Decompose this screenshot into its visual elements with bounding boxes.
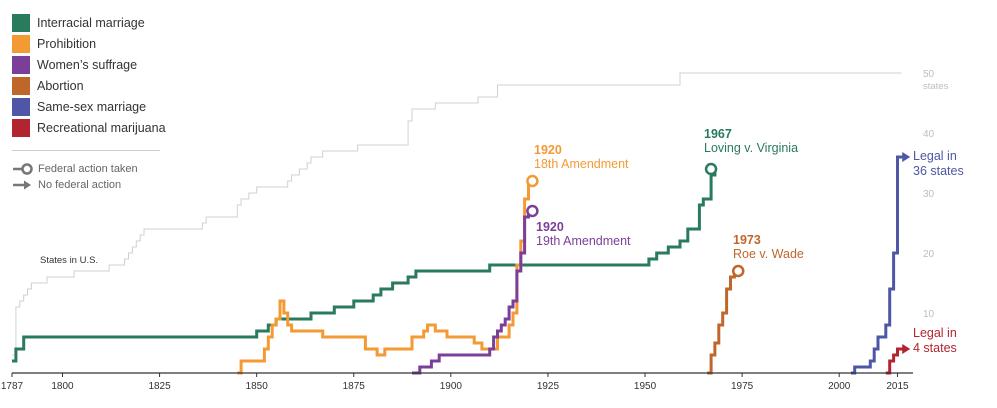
no-federal-action-label: No federal action	[38, 179, 122, 191]
annotation-label: 19th Amendment	[536, 234, 631, 248]
legend-swatch	[12, 55, 30, 74]
x-tick-label: 1787	[1, 381, 24, 392]
x-tick-label: 1925	[537, 381, 560, 392]
annotation-label: 18th Amendment	[534, 157, 629, 171]
federal-action-label: Federal action taken	[38, 163, 138, 175]
legend: Interracial marriage Prohibition Women’s…	[12, 12, 166, 193]
legend-divider	[12, 150, 160, 151]
x-tick-label: 1850	[246, 381, 269, 392]
legend-item-same-sex-marriage: Same-sex marriage	[12, 96, 166, 117]
end-label-line2: 36 states	[913, 164, 964, 178]
legend-item-interracial-marriage: Interracial marriage	[12, 12, 166, 33]
no-federal-action-arrow	[902, 344, 911, 354]
annotation-label: Roe v. Wade	[733, 247, 804, 261]
legend-label: Same-sex marriage	[37, 99, 147, 114]
states-in-us-label: States in U.S.	[40, 255, 98, 266]
federal-action-marker	[526, 174, 539, 188]
end-label-line2: 4 states	[913, 341, 957, 355]
federal-action-marker	[731, 264, 745, 278]
federal-action-marker	[526, 204, 539, 218]
x-tick-label: 1800	[51, 381, 74, 392]
legend-swatch	[12, 118, 30, 137]
y-tick-label: 20	[923, 249, 935, 260]
legend-item-abortion: Abortion	[12, 75, 166, 96]
states-in-us-line	[12, 72, 902, 356]
x-tick-label: 1825	[148, 381, 171, 392]
x-tick-label: 1875	[343, 381, 366, 392]
x-tick-label: 1950	[634, 381, 657, 392]
legend-federal-action: Federal action taken	[12, 161, 166, 177]
legend-swatch	[12, 34, 30, 53]
annotation-year: 1920	[534, 143, 562, 157]
legend-swatch	[12, 13, 30, 32]
y-unit-label: states	[923, 81, 949, 92]
circle-marker-icon	[13, 163, 33, 175]
legend-label: Women’s suffrage	[37, 57, 138, 72]
y-tick-label: 40	[923, 129, 935, 140]
legend-label: Recreational marijuana	[37, 120, 166, 135]
legend-label: Prohibition	[37, 36, 97, 51]
y-tick-label: 50	[923, 69, 935, 80]
legend-item-womens-suffrage: Women’s suffrage	[12, 54, 166, 75]
x-tick-label: 1975	[731, 381, 754, 392]
y-tick-label: 30	[923, 189, 935, 200]
x-tick-label: 1900	[440, 381, 463, 392]
end-label-line1: Legal in	[913, 149, 957, 163]
annotation-year: 1920	[536, 220, 564, 234]
legend-swatch	[12, 97, 30, 116]
series-line-prohibition	[237, 179, 533, 375]
annotation-label: Loving v. Virginia	[704, 141, 798, 155]
annotation-year: 1967	[704, 127, 732, 141]
series-line-same-sex-marriage	[850, 155, 906, 375]
legend-item-recreational-marijuana: Recreational marijuana	[12, 117, 166, 138]
legend-swatch	[12, 76, 30, 95]
legend-label: Interracial marriage	[37, 15, 145, 30]
series-line-women-s-suffrage	[412, 209, 533, 375]
series-line-abortion	[707, 269, 739, 375]
series-line-recreational-marijuana	[885, 347, 906, 375]
legend-label: Abortion	[37, 78, 84, 93]
end-label-line1: Legal in	[913, 326, 957, 340]
federal-action-marker	[704, 162, 718, 176]
arrow-marker-icon	[13, 180, 31, 190]
y-tick-label: 10	[923, 309, 935, 320]
series-line-interracial-marriage	[12, 167, 717, 363]
annotation-year: 1973	[733, 233, 761, 247]
legend-item-prohibition: Prohibition	[12, 33, 166, 54]
x-tick-label: 2000	[828, 381, 851, 392]
x-tick-label: 2015	[886, 381, 909, 392]
no-federal-action-arrow	[902, 152, 911, 162]
legend-no-federal-action: No federal action	[12, 177, 166, 193]
